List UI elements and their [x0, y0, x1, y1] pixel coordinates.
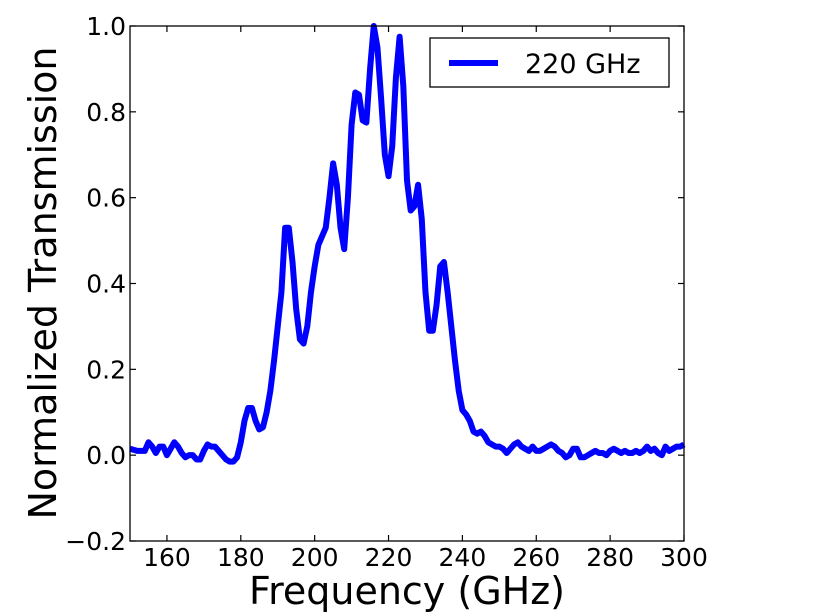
plot-area: [130, 26, 684, 541]
x-tick-label: 160: [143, 543, 191, 572]
series-line-0: [129, 23, 686, 465]
legend-label: 220 GHz: [525, 49, 641, 80]
y-tick-label: 0.6: [86, 184, 126, 213]
tick-labels-layer: 160 180 200 220 240 260 280 300 −0.2 0.0 0.2 0.4 0.6…: [65, 12, 708, 572]
x-tick-label: 300: [660, 543, 708, 572]
x-tick-label: 200: [291, 543, 339, 572]
x-axis-title: Frequency (GHz): [249, 569, 565, 613]
x-tick-label: 260: [512, 543, 560, 572]
x-tick-label: 180: [217, 543, 265, 572]
x-tick-label: 220: [365, 543, 413, 572]
y-axis-title: Normalized Transmission: [21, 46, 65, 519]
x-tick-label: 240: [439, 543, 487, 572]
y-tick-label: 1.0: [86, 12, 126, 41]
y-tick-label: 0.2: [86, 355, 126, 384]
ticks-layer: [130, 25, 685, 542]
y-tick-label: 0.4: [86, 270, 126, 299]
legend: 220 GHz: [429, 37, 670, 88]
y-tick-label: 0.8: [86, 98, 126, 127]
x-tick-label: 280: [586, 543, 634, 572]
series-layer: [129, 23, 686, 465]
y-tick-label: 0.0: [86, 441, 126, 470]
y-tick-label: −0.2: [65, 527, 126, 556]
